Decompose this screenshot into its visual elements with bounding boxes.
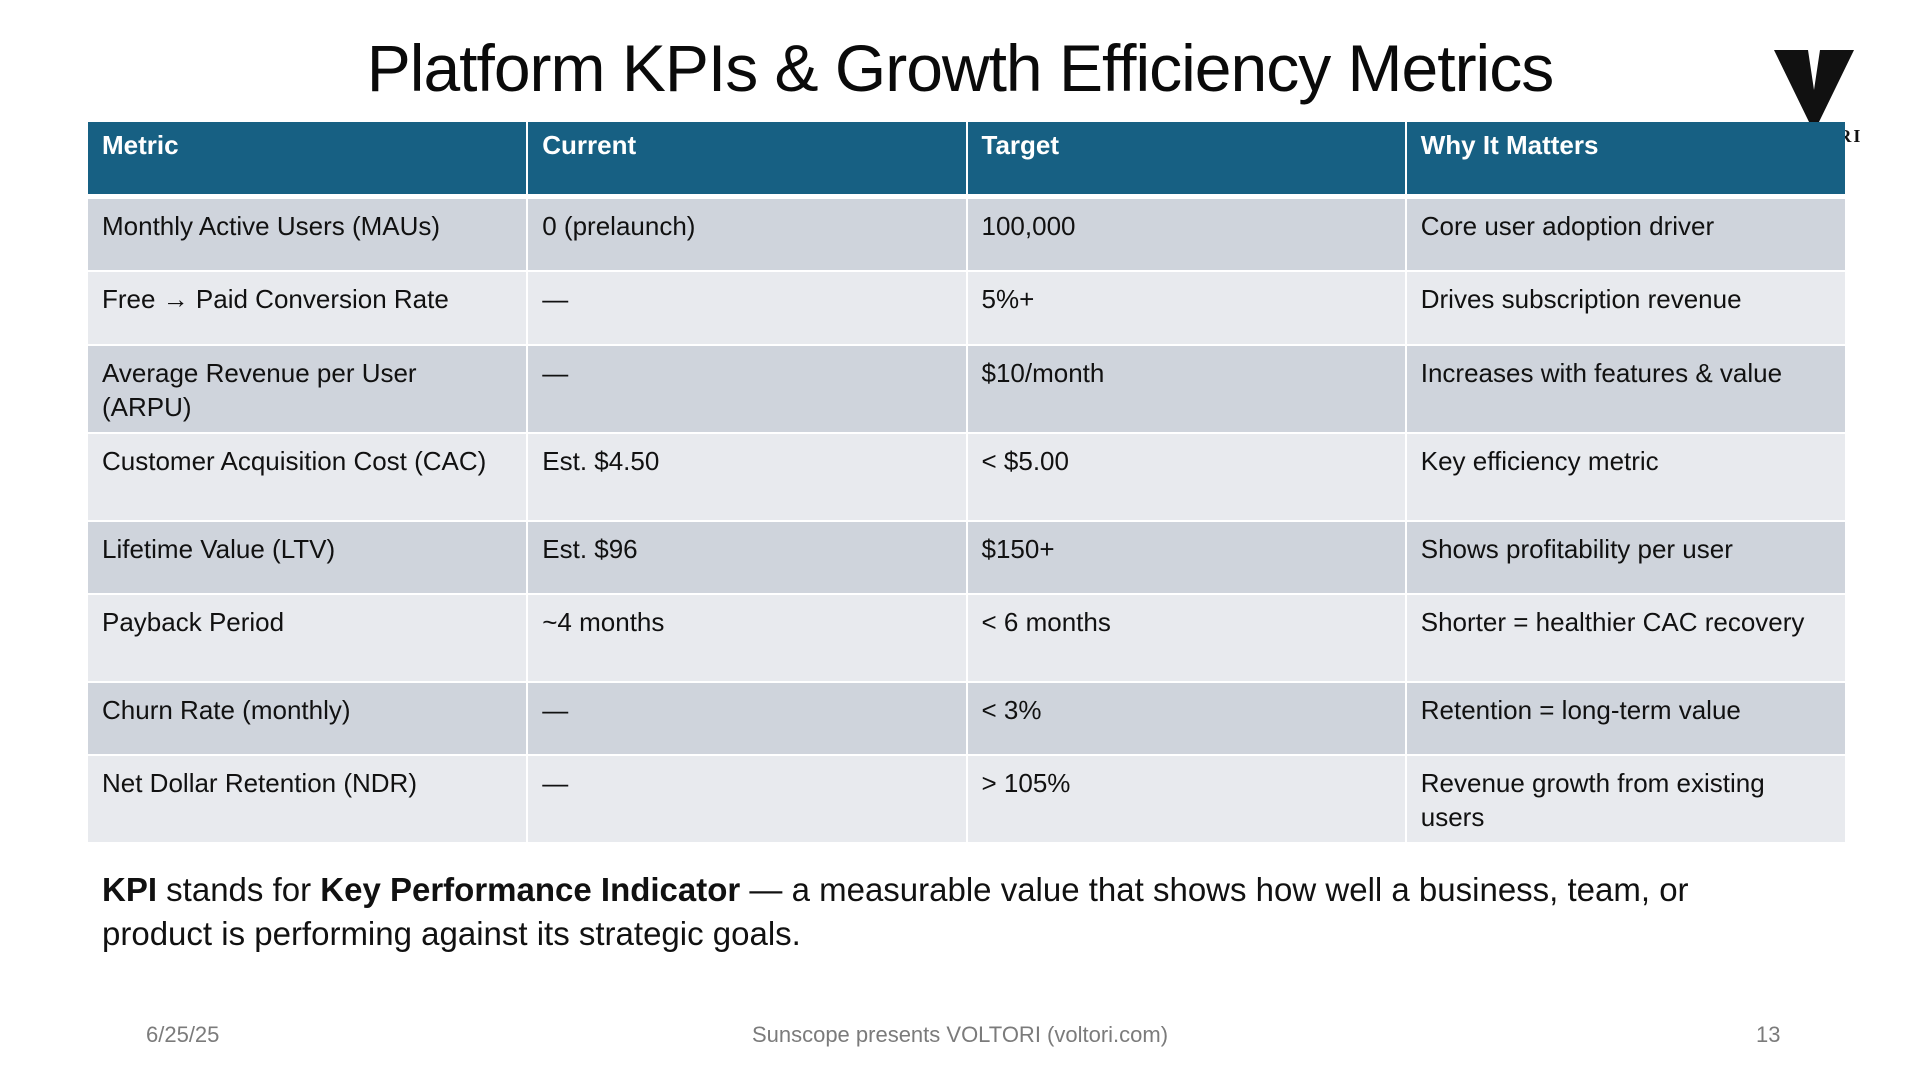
slide-number: 13 xyxy=(1756,1022,1781,1047)
table-row: Monthly Active Users (MAUs) 0 (prelaunch… xyxy=(88,196,1845,272)
current-cell: Est. $96 xyxy=(527,520,968,595)
target-cell: 5%+ xyxy=(966,270,1407,346)
kpi-definition: KPI stands for Key Performance Indicator… xyxy=(102,868,1802,956)
why-cell: Retention = long-term value xyxy=(1405,681,1845,756)
current-cell: — xyxy=(527,754,968,844)
definition-rest: — a measurable value that shows how well… xyxy=(102,871,1689,952)
why-cell: Increases with features & value xyxy=(1405,344,1845,434)
table-row: Payback Period ~4 months < 6 months Shor… xyxy=(88,593,1845,683)
target-cell: > 105% xyxy=(966,754,1407,844)
current-cell: Est. $4.50 xyxy=(527,432,968,522)
target-cell: $10/month xyxy=(966,344,1407,434)
metric-cell: Net Dollar Retention (NDR) xyxy=(88,754,529,844)
metric-cell: Customer Acquisition Cost (CAC) xyxy=(88,432,529,522)
table-row: Customer Acquisition Cost (CAC) Est. $4.… xyxy=(88,432,1845,522)
current-cell: ~4 months xyxy=(527,593,968,683)
target-cell: < 3% xyxy=(966,681,1407,756)
metric-cell: Average Revenue per User (ARPU) xyxy=(88,344,529,434)
table-header-row: Metric Current Target Why It Matters xyxy=(88,122,1845,199)
footer-date: 6/25/25 xyxy=(146,1022,220,1047)
slide-title: Platform KPIs & Growth Efficiency Metric… xyxy=(366,31,1554,105)
target-cell: 100,000 xyxy=(966,196,1407,272)
header-metric: Metric xyxy=(88,122,529,199)
definition-expansion: Key Performance Indicator xyxy=(320,871,741,908)
table-row: Churn Rate (monthly) — < 3% Retention = … xyxy=(88,681,1845,756)
current-cell: — xyxy=(527,681,968,756)
metric-cell: Monthly Active Users (MAUs) xyxy=(88,196,529,272)
header-current: Current xyxy=(527,122,968,199)
table-row: Lifetime Value (LTV) Est. $96 $150+ Show… xyxy=(88,520,1845,595)
footer-presenter: Sunscope presents VOLTORI (voltori.com) xyxy=(751,1022,1169,1047)
why-cell: Shorter = healthier CAC recovery xyxy=(1405,593,1845,683)
current-cell: — xyxy=(527,270,968,346)
definition-term: KPI xyxy=(102,871,158,908)
why-cell: Core user adoption driver xyxy=(1405,196,1845,272)
voltori-v-icon xyxy=(1774,50,1854,124)
definition-connector: stands for xyxy=(157,871,321,908)
table-row: Average Revenue per User (ARPU) — $10/mo… xyxy=(88,344,1845,434)
why-cell: Drives subscription revenue xyxy=(1405,270,1845,346)
current-cell: — xyxy=(527,344,968,434)
metric-cell: Lifetime Value (LTV) xyxy=(88,520,529,595)
table-row: Free → Paid Conversion Rate — 5%+ Drives… xyxy=(88,270,1845,346)
kpi-table: Metric Current Target Why It Matters Mon… xyxy=(88,122,1845,844)
metric-cell: Payback Period xyxy=(88,593,529,683)
target-cell: $150+ xyxy=(966,520,1407,595)
header-target: Target xyxy=(966,122,1407,199)
target-cell: < 6 months xyxy=(966,593,1407,683)
header-why-it-matters: Why It Matters xyxy=(1405,122,1845,199)
why-cell: Revenue growth from existing users xyxy=(1405,754,1845,844)
current-cell: 0 (prelaunch) xyxy=(527,196,968,272)
why-cell: Shows profitability per user xyxy=(1405,520,1845,595)
metric-cell: Free → Paid Conversion Rate xyxy=(88,270,529,346)
target-cell: < $5.00 xyxy=(966,432,1407,522)
metric-cell: Churn Rate (monthly) xyxy=(88,681,529,756)
table-row: Net Dollar Retention (NDR) — > 105% Reve… xyxy=(88,754,1845,844)
why-cell: Key efficiency metric xyxy=(1405,432,1845,522)
